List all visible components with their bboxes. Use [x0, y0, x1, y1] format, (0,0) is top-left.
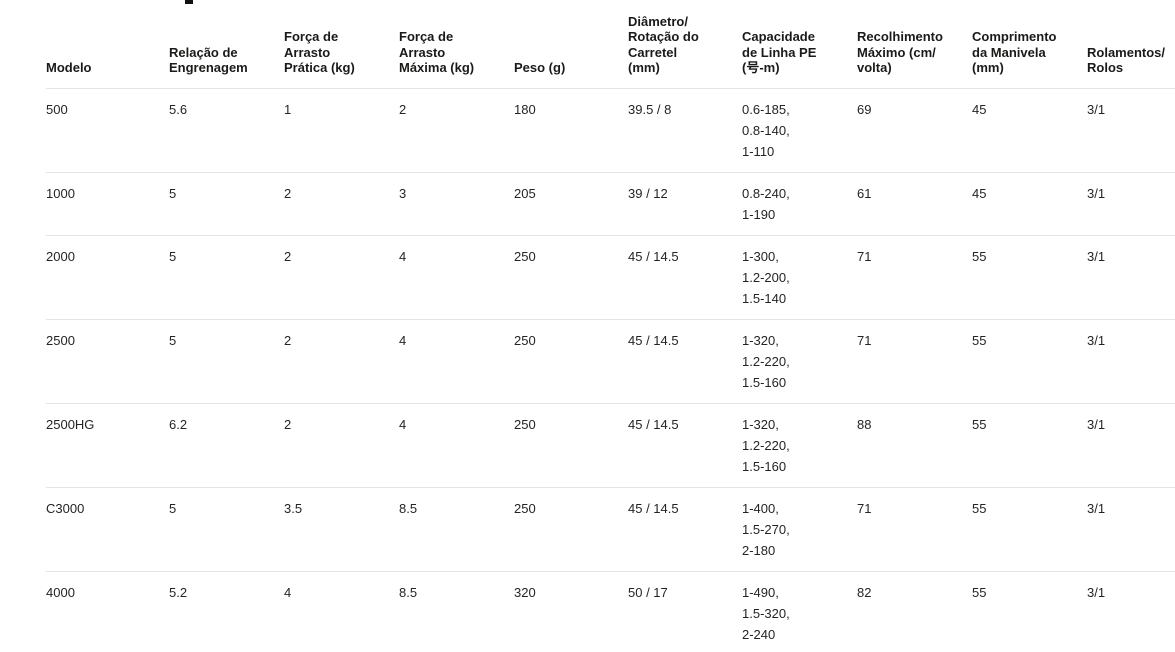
- table-row: 1000 5 2 3 205 39 / 12 0.8-240, 1-190 61 45 3/1: [46, 172, 1175, 236]
- table-header: Modelo Relação de Engrenagem Força de Arra…: [46, 0, 1175, 89]
- cell-gear_ratio: 5: [169, 235, 284, 320]
- table-row: 2500 5 2 4 250 45 / 14.5 1-320, 1.2-220, 1.5-1…: [46, 319, 1175, 404]
- cell-bearings: 3/1: [1087, 88, 1175, 173]
- table-header-row: Modelo Relação de Engrenagem Força de Arra…: [46, 0, 1175, 89]
- cell-handle_length: 45: [972, 172, 1087, 236]
- column-header-bearings: Rolamentos/ Rolos: [1087, 0, 1175, 89]
- cell-handle_length: 55: [972, 235, 1087, 320]
- cell-gear_ratio: 5.2: [169, 571, 284, 652]
- cell-weight: 250: [514, 487, 628, 572]
- cell-practical_drag: 3.5: [284, 487, 399, 572]
- cell-model: 2500: [46, 319, 169, 404]
- table-row: 2500HG 6.2 2 4 250 45 / 14.5 1-320, 1.2-220, 1…: [46, 403, 1175, 488]
- cell-gear_ratio: 5: [169, 172, 284, 236]
- cell-pe_capacity: 1-400, 1.5-270, 2-180: [742, 487, 857, 572]
- cell-max_drag: 8.5: [399, 571, 514, 652]
- column-header-spool: Diâmetro/ Rotação do Carretel (mm): [628, 0, 742, 89]
- column-header-practical_drag: Força de Arrasto Prática (kg): [284, 0, 399, 89]
- cell-max_retrieve: 71: [857, 235, 972, 320]
- cell-practical_drag: 4: [284, 571, 399, 652]
- cell-max_retrieve: 71: [857, 319, 972, 404]
- cell-max_drag: 4: [399, 235, 514, 320]
- cell-max_retrieve: 82: [857, 571, 972, 652]
- cell-weight: 250: [514, 235, 628, 320]
- column-header-max_drag: Força de Arrasto Máxima (kg): [399, 0, 514, 89]
- cell-bearings: 3/1: [1087, 403, 1175, 488]
- table-row: C3000 5 3.5 8.5 250 45 / 14.5 1-400, 1.5-270, …: [46, 487, 1175, 572]
- cell-pe_capacity: 1-320, 1.2-220, 1.5-160: [742, 319, 857, 404]
- cell-max_drag: 8.5: [399, 487, 514, 572]
- cell-pe_capacity: 0.8-240, 1-190: [742, 172, 857, 236]
- cell-handle_length: 45: [972, 88, 1087, 173]
- cell-practical_drag: 2: [284, 235, 399, 320]
- cell-bearings: 3/1: [1087, 571, 1175, 652]
- cell-spool: 45 / 14.5: [628, 403, 742, 488]
- column-header-max_retrieve: Recolhimento Máximo (cm/ volta): [857, 0, 972, 89]
- cell-model: 500: [46, 88, 169, 173]
- cell-pe_capacity: 0.6-185, 0.8-140, 1-110: [742, 88, 857, 173]
- cell-gear_ratio: 6.2: [169, 403, 284, 488]
- cell-handle_length: 55: [972, 403, 1087, 488]
- cell-model: C3000: [46, 487, 169, 572]
- cell-max_drag: 2: [399, 88, 514, 173]
- cell-max_retrieve: 88: [857, 403, 972, 488]
- cell-max_retrieve: 71: [857, 487, 972, 572]
- cell-pe_capacity: 1-490, 1.5-320, 2-240: [742, 571, 857, 652]
- cell-max_drag: 3: [399, 172, 514, 236]
- cell-bearings: 3/1: [1087, 319, 1175, 404]
- cell-gear_ratio: 5.6: [169, 88, 284, 173]
- cell-weight: 205: [514, 172, 628, 236]
- cell-spool: 45 / 14.5: [628, 235, 742, 320]
- cell-spool: 50 / 17: [628, 571, 742, 652]
- column-header-gear_ratio: Relação de Engrenagem: [169, 0, 284, 89]
- cell-spool: 39.5 / 8: [628, 88, 742, 173]
- cell-max_retrieve: 69: [857, 88, 972, 173]
- table-body: 500 5.6 1 2 180 39.5 / 8 0.6-185, 0.8-140, 1-1…: [46, 88, 1175, 652]
- cell-bearings: 3/1: [1087, 235, 1175, 320]
- cell-handle_length: 55: [972, 319, 1087, 404]
- table-row: 2000 5 2 4 250 45 / 14.5 1-300, 1.2-200, 1.5-1…: [46, 235, 1175, 320]
- cell-spool: 39 / 12: [628, 172, 742, 236]
- cell-model: 4000: [46, 571, 169, 652]
- table-row: 4000 5.2 4 8.5 320 50 / 17 1-490, 1.5-320, 2-2…: [46, 571, 1175, 652]
- cell-max_retrieve: 61: [857, 172, 972, 236]
- cell-practical_drag: 2: [284, 319, 399, 404]
- cell-handle_length: 55: [972, 571, 1087, 652]
- column-header-weight: Peso (g): [514, 0, 628, 89]
- cell-bearings: 3/1: [1087, 487, 1175, 572]
- cell-gear_ratio: 5: [169, 487, 284, 572]
- cell-practical_drag: 2: [284, 172, 399, 236]
- cell-model: 2000: [46, 235, 169, 320]
- cell-max_drag: 4: [399, 319, 514, 404]
- cell-weight: 250: [514, 319, 628, 404]
- cell-model: 2500HG: [46, 403, 169, 488]
- cell-spool: 45 / 14.5: [628, 319, 742, 404]
- cell-pe_capacity: 1-300, 1.2-200, 1.5-140: [742, 235, 857, 320]
- cell-gear_ratio: 5: [169, 319, 284, 404]
- cell-max_drag: 4: [399, 403, 514, 488]
- cell-practical_drag: 1: [284, 88, 399, 173]
- column-header-pe_capacity: Capacidade de Linha PE (号-m): [742, 0, 857, 89]
- cropped-heading-fragment: [185, 0, 193, 4]
- cell-model: 1000: [46, 172, 169, 236]
- column-header-model: Modelo: [46, 0, 169, 89]
- table-row: 500 5.6 1 2 180 39.5 / 8 0.6-185, 0.8-140, 1-1…: [46, 88, 1175, 173]
- cell-spool: 45 / 14.5: [628, 487, 742, 572]
- cell-bearings: 3/1: [1087, 172, 1175, 236]
- cell-weight: 180: [514, 88, 628, 173]
- column-header-handle_length: Comprimento da Manivela (mm): [972, 0, 1087, 89]
- cell-weight: 320: [514, 571, 628, 652]
- reel-spec-table: Modelo Relação de Engrenagem Força de Arra…: [46, 0, 1175, 652]
- cell-pe_capacity: 1-320, 1.2-220, 1.5-160: [742, 403, 857, 488]
- cell-handle_length: 55: [972, 487, 1087, 572]
- cell-practical_drag: 2: [284, 403, 399, 488]
- cell-weight: 250: [514, 403, 628, 488]
